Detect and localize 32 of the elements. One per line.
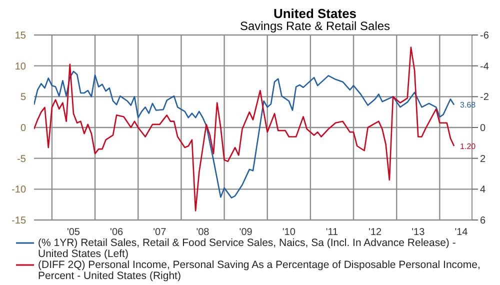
x-tick-label: '05 [66,227,80,238]
x-tick-label: '10 [282,227,296,238]
chart-subtitle: Savings Rate & Retail Sales [238,19,392,33]
line-series [34,70,455,198]
x-tick-label: '12 [368,227,382,238]
legend-label: (DIFF 2Q) Personal Income, Personal Saving As a Percentage of Disposable Personal Income, Percent - United States (Right) [38,259,482,282]
y2-tick-label: 2 [480,154,486,165]
x-tick-label: '09 [239,227,253,238]
x-tick-label: '07 [153,227,167,238]
y2-tick-label: 0 [480,123,486,134]
data-label: 1.20 [460,142,476,151]
y-tick-label: -15 [12,216,26,227]
y-tick-label: 5 [20,92,26,104]
x-tick-label: '06 [110,227,124,238]
y2-tick-label: -6 [480,30,490,42]
y-tick-label: 10 [14,61,26,72]
y2-tick-label: -2 [480,92,490,104]
data-label: 3.68 [460,100,476,110]
x-tick-label: '14 [454,227,468,238]
x-tick-label: '11 [326,227,339,238]
line-series [34,46,455,212]
x-tick-label: '13 [412,227,426,238]
y-tick-label: -10 [12,184,26,196]
chart-title: United States [272,6,358,21]
y2-tick-label: -4 [480,61,490,72]
x-tick-label: '08 [196,227,210,238]
y2-tick-label: 4 [480,184,486,196]
y-tick-label: -5 [17,154,26,165]
y-tick-label: 0 [20,123,26,134]
legend-label: (% 1YR) Retail Sales, Retail & Food Service Sales, Naics, Sa (Incl. In Advance Release) - United States (Left) [38,237,457,260]
y-tick-label: 15 [14,30,26,42]
y2-tick-label: 6 [480,216,486,227]
